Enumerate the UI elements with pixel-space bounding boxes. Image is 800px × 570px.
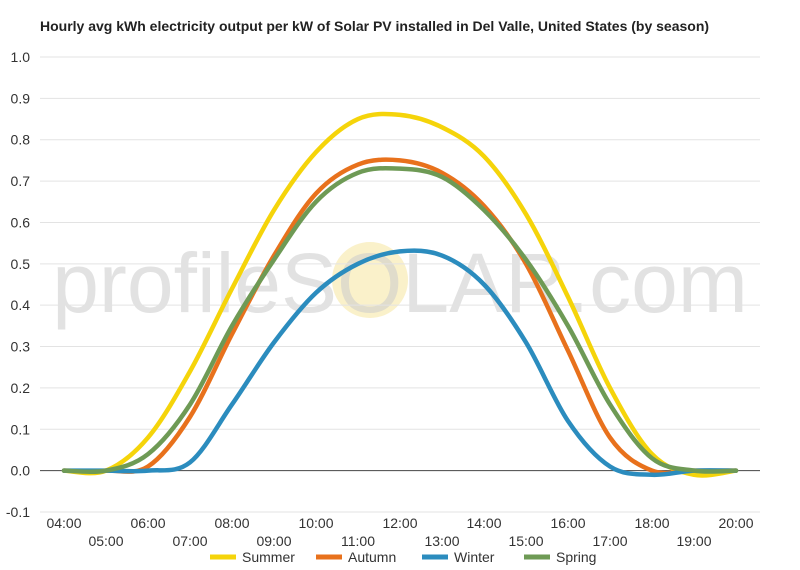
legend-label-autumn: Autumn bbox=[348, 549, 396, 565]
x-tick-label: 16:00 bbox=[550, 515, 585, 531]
x-tick-label: 09:00 bbox=[256, 533, 291, 549]
legend-label-spring: Spring bbox=[556, 549, 596, 565]
y-tick-label: 0.0 bbox=[11, 463, 31, 479]
y-tick-label: 0.4 bbox=[11, 297, 31, 313]
series-line-summer bbox=[61, 111, 739, 478]
x-tick-label: 18:00 bbox=[634, 515, 669, 531]
y-tick-label: 0.3 bbox=[11, 339, 31, 355]
x-tick-label: 14:00 bbox=[466, 515, 501, 531]
x-tick-label: 17:00 bbox=[592, 533, 627, 549]
x-tick-label: 06:00 bbox=[130, 515, 165, 531]
series-line-winter bbox=[61, 248, 739, 478]
x-tick-label: 07:00 bbox=[172, 533, 207, 549]
y-tick-label: -0.1 bbox=[6, 504, 30, 520]
x-tick-label: 19:00 bbox=[676, 533, 711, 549]
x-tick-label: 20:00 bbox=[718, 515, 753, 531]
x-tick-label: 08:00 bbox=[214, 515, 249, 531]
x-tick-label: 13:00 bbox=[424, 533, 459, 549]
x-tick-label: 05:00 bbox=[88, 533, 123, 549]
series-line-autumn bbox=[61, 157, 739, 476]
y-tick-label: 1.0 bbox=[11, 49, 31, 65]
x-tick-label: 10:00 bbox=[298, 515, 333, 531]
x-tick-label: 12:00 bbox=[382, 515, 417, 531]
x-tick-label: 04:00 bbox=[46, 515, 81, 531]
y-tick-label: 0.6 bbox=[11, 214, 31, 230]
x-tick-label: 11:00 bbox=[341, 533, 375, 549]
series-line-spring bbox=[61, 165, 739, 475]
chart-title: Hourly avg kWh electricity output per kW… bbox=[40, 18, 710, 34]
x-tick-label: 15:00 bbox=[508, 533, 543, 549]
y-tick-label: 0.9 bbox=[11, 90, 31, 106]
y-tick-label: 0.1 bbox=[11, 421, 31, 437]
y-tick-label: 0.5 bbox=[11, 256, 31, 272]
y-tick-label: 0.8 bbox=[11, 132, 31, 148]
y-tick-label: 0.7 bbox=[11, 173, 31, 189]
legend-label-summer: Summer bbox=[242, 549, 295, 565]
y-tick-label: 0.2 bbox=[11, 380, 31, 396]
watermark-sun-icon bbox=[332, 242, 408, 318]
legend-label-winter: Winter bbox=[454, 549, 495, 565]
